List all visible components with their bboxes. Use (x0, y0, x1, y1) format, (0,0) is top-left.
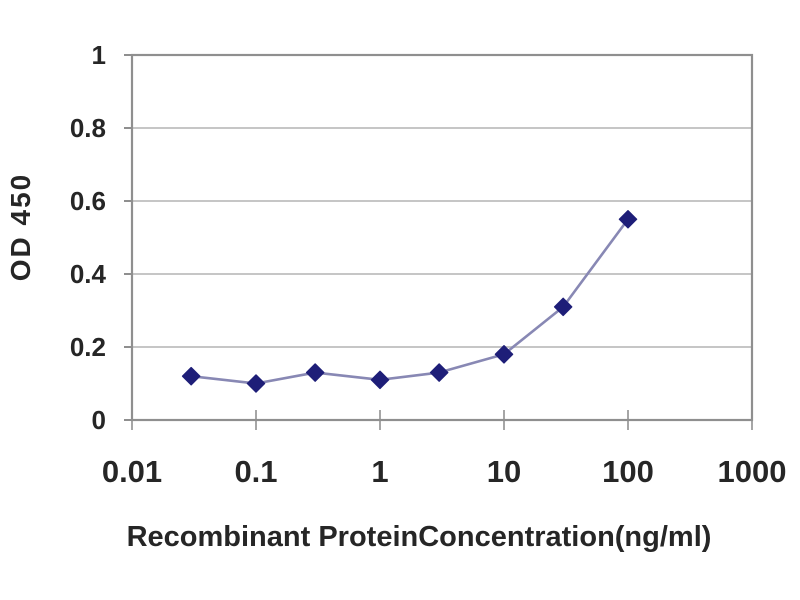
data-point-marker (246, 374, 266, 393)
data-series (181, 210, 638, 393)
y-tick-label: 0.4 (70, 259, 107, 289)
gridlines (132, 127, 752, 348)
y-tick-label: 0.2 (70, 332, 106, 362)
series-line (189, 217, 630, 385)
x-tick-label: 1 (371, 454, 388, 489)
data-point-marker (494, 345, 514, 364)
x-tick-label: 0.1 (234, 454, 277, 489)
data-point-marker (618, 210, 638, 229)
x-axis-title: Recombinant ProteinConcentration(ng/ml) (127, 521, 712, 553)
data-point-marker (553, 297, 573, 317)
y-axis-title: OD 450 (5, 173, 36, 282)
x-tick-label: 0.01 (102, 454, 162, 489)
y-tick-label: 0 (92, 405, 106, 435)
y-tick-label: 0.8 (70, 113, 106, 143)
axes (124, 53, 754, 430)
data-point-marker (429, 363, 449, 382)
x-tick-label: 100 (602, 454, 654, 489)
y-tick-label: 0.6 (70, 186, 106, 216)
data-point-marker (305, 363, 325, 382)
y-tick-label: 1 (92, 40, 106, 70)
tick-labels: 0 0.2 0.4 0.6 0.8 1 0.01 0.1 1 10 100 1000 (70, 40, 787, 489)
data-point-marker (181, 366, 201, 386)
x-tick-label: 10 (487, 454, 521, 489)
data-point-marker (370, 370, 390, 390)
plot-border (130, 53, 754, 422)
x-tick-label: 1000 (718, 454, 787, 489)
